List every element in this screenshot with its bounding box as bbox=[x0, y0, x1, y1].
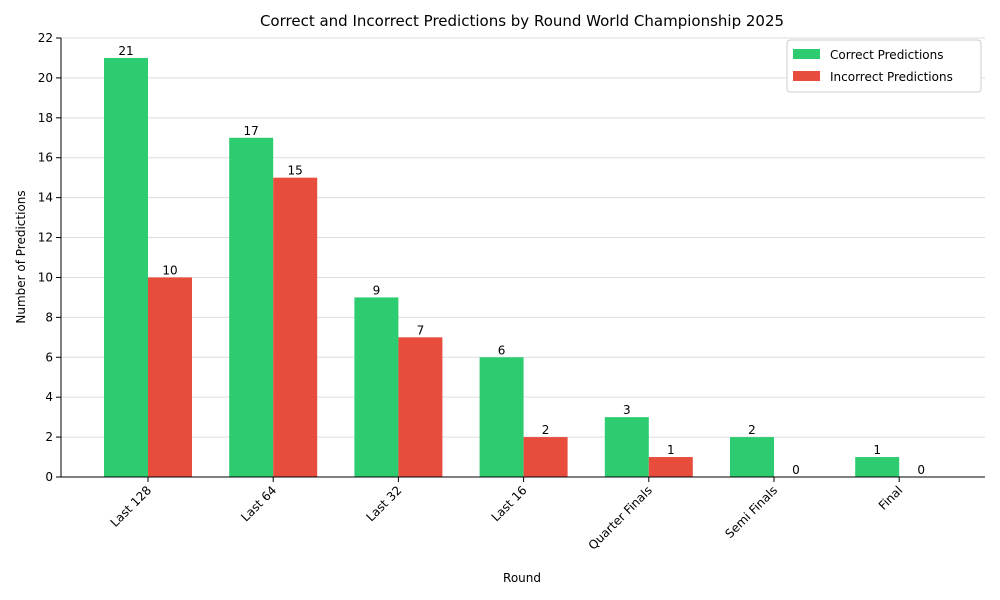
legend-swatch-incorrect bbox=[793, 71, 820, 81]
bar-correct bbox=[604, 417, 649, 477]
bar-incorrect bbox=[523, 437, 568, 477]
y-tick-label: 18 bbox=[38, 111, 53, 125]
bar-correct bbox=[855, 457, 900, 477]
y-tick-label: 10 bbox=[38, 270, 53, 284]
y-tick-label: 20 bbox=[38, 71, 53, 85]
data-label: 15 bbox=[288, 164, 303, 178]
bar-incorrect bbox=[273, 177, 318, 477]
y-tick-label: 6 bbox=[45, 350, 53, 364]
y-tick-label: 4 bbox=[45, 390, 53, 404]
data-label: 2 bbox=[542, 423, 550, 437]
bar-correct bbox=[229, 137, 274, 478]
x-tick-label: Last 16 bbox=[489, 483, 530, 524]
y-tick-label: 0 bbox=[45, 470, 53, 484]
data-label: 7 bbox=[417, 323, 425, 337]
data-label: 9 bbox=[373, 283, 381, 297]
data-label: 10 bbox=[162, 263, 177, 277]
data-label: 6 bbox=[498, 343, 506, 357]
x-tick-label: Last 64 bbox=[238, 483, 279, 524]
legend-label-correct: Correct Predictions bbox=[830, 48, 943, 62]
y-tick-label: 8 bbox=[45, 310, 53, 324]
data-label: 0 bbox=[792, 463, 800, 477]
chart-title: Correct and Incorrect Predictions by Rou… bbox=[260, 12, 784, 30]
y-tick-label: 2 bbox=[45, 430, 53, 444]
x-tick-label: Quarter Finals bbox=[586, 483, 655, 552]
data-label: 17 bbox=[244, 124, 259, 138]
x-axis-label: Round bbox=[503, 571, 541, 585]
y-tick-label: 16 bbox=[38, 151, 53, 165]
x-tick-label: Final bbox=[876, 483, 905, 512]
bar-correct bbox=[730, 437, 774, 477]
y-tick-label: 22 bbox=[38, 31, 53, 45]
bar-incorrect bbox=[648, 457, 693, 477]
bar-incorrect bbox=[398, 337, 443, 477]
bar-correct bbox=[479, 357, 524, 477]
y-tick-label: 12 bbox=[38, 231, 53, 245]
x-tick-label: Last 32 bbox=[363, 483, 404, 524]
data-label: 2 bbox=[748, 423, 756, 437]
x-tick-label: Semi Finals bbox=[722, 483, 780, 541]
bar-correct bbox=[104, 57, 148, 478]
bars bbox=[104, 57, 900, 478]
data-label: 1 bbox=[667, 443, 675, 457]
legend-label-incorrect: Incorrect Predictions bbox=[830, 70, 953, 84]
legend: Correct Predictions Incorrect Prediction… bbox=[786, 39, 982, 93]
legend-swatch-correct bbox=[793, 49, 820, 59]
x-tick-label: Last 128 bbox=[108, 483, 154, 529]
y-axis-label: Number of Predictions bbox=[14, 190, 28, 323]
y-tick-label: 14 bbox=[38, 191, 53, 205]
legend-frame bbox=[786, 39, 982, 93]
data-label: 3 bbox=[623, 403, 631, 417]
data-label: 0 bbox=[917, 463, 925, 477]
data-label: 21 bbox=[118, 44, 133, 58]
bar-incorrect bbox=[148, 277, 192, 477]
bar-correct bbox=[354, 297, 399, 477]
data-label: 1 bbox=[873, 443, 881, 457]
